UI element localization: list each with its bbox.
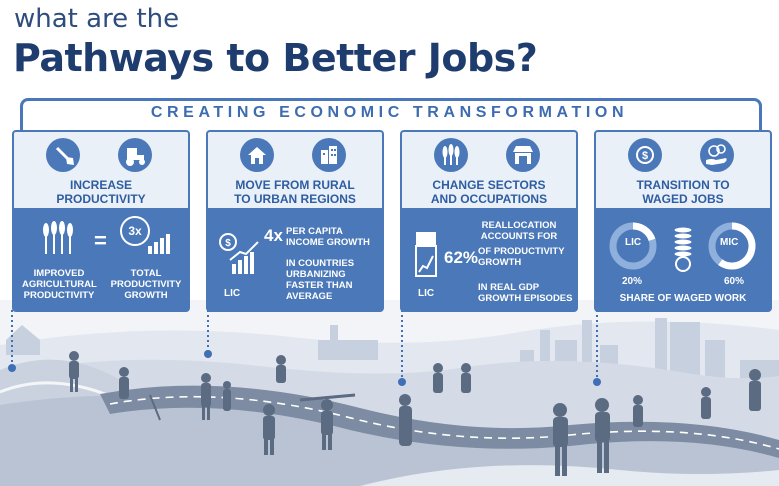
- road-ground: [0, 395, 779, 486]
- panel-increase-productivity: INCREASE PRODUCTIVITY = 3x IMPROVED AGRIC…: [12, 130, 190, 312]
- shovel-icon: [46, 138, 80, 172]
- wheat-icon: [43, 221, 73, 254]
- improved-agri-label: IMPROVED AGRICULTURAL PRODUCTIVITY: [22, 268, 97, 301]
- ring-slice-lic: [632, 222, 656, 242]
- tractor-icon: [118, 138, 152, 172]
- ring-label-lic: LIC: [625, 237, 642, 248]
- city-building-icon: [312, 138, 346, 172]
- lic-label: LIC: [224, 288, 241, 299]
- reallocation-label: REALLOCATION ACCOUNTS FOR: [480, 220, 558, 242]
- waged-share-rings: [609, 222, 756, 272]
- panel-header: CHANGE SECTORS AND OCCUPATIONS: [402, 132, 576, 208]
- total-productivity-label: TOTAL PRODUCTIVITY GROWTH: [110, 268, 182, 301]
- panel-waged-jobs: $ TRANSITION TO WAGED JOBS LIC MIC 20% 6…: [594, 130, 772, 312]
- panel-title: MOVE FROM RURAL TO URBAN REGIONS: [234, 178, 356, 206]
- multiplier-badge: 3x: [120, 216, 150, 246]
- ring-slice-mic: [718, 222, 756, 270]
- panel-rural-to-urban: MOVE FROM RURAL TO URBAN REGIONS $ 4x PE…: [206, 130, 384, 312]
- value-lic: 20%: [622, 276, 643, 287]
- pre-title: what are the: [14, 4, 180, 34]
- productivity-growth-label: OF PRODUCTIVITY GROWTH: [478, 246, 565, 268]
- panel-header: INCREASE PRODUCTIVITY: [14, 132, 188, 208]
- waged-work-label: SHARE OF WAGED WORK: [619, 293, 747, 304]
- lic-label: LIC: [418, 288, 435, 299]
- ring-label-mic: MIC: [720, 237, 739, 248]
- people-silhouettes: [69, 351, 761, 476]
- income-growth-label: PER CAPITA INCOME GROWTH: [286, 226, 370, 248]
- connector-dot-3: [398, 378, 406, 386]
- panel-header: MOVE FROM RURAL TO URBAN REGIONS: [208, 132, 382, 208]
- income-multiplier: 4x: [264, 226, 283, 245]
- growth-chart-icon: [148, 234, 170, 254]
- panel-title: TRANSITION TO WAGED JOBS: [636, 178, 730, 206]
- productivity-share: 62%: [444, 248, 479, 267]
- connector-dot-4: [593, 378, 601, 386]
- connector-lines: [11, 310, 598, 380]
- equals-sign: =: [94, 228, 107, 253]
- page-title: Pathways to Better Jobs?: [13, 36, 538, 80]
- panel-header: $ TRANSITION TO WAGED JOBS: [596, 132, 770, 208]
- storefront-icon: [506, 138, 540, 172]
- svg-text:$: $: [225, 238, 231, 249]
- bar-gauge-icon: [415, 232, 437, 277]
- wheat-circle-icon: [434, 138, 468, 172]
- connector-dot-1: [8, 364, 16, 372]
- panel-change-sectors: CHANGE SECTORS AND OCCUPATIONS REALLOCAT…: [400, 130, 578, 312]
- coin-growth-icon: $: [219, 233, 259, 274]
- coin-icon: $: [628, 138, 662, 172]
- value-mic: 60%: [724, 276, 745, 287]
- hut: [6, 325, 40, 355]
- svg-text:$: $: [642, 150, 648, 162]
- urbanizing-note: IN COUNTRIES URBANIZING FASTER THAN AVERAGE: [286, 258, 355, 302]
- coin-stack-icon: [673, 226, 693, 272]
- factory: [318, 325, 378, 360]
- section-label: CREATING ECONOMIC TRANSFORMATION: [150, 104, 629, 121]
- hand-coins-icon: [700, 138, 734, 172]
- section-bracket: [20, 98, 762, 131]
- house-icon: [240, 138, 274, 172]
- connector-dot-2: [204, 350, 212, 358]
- panel-title: CHANGE SECTORS AND OCCUPATIONS: [430, 178, 548, 206]
- gdp-episodes-note: IN REAL GDP GROWTH EPISODES: [478, 282, 573, 304]
- panel-title: INCREASE PRODUCTIVITY: [56, 178, 146, 206]
